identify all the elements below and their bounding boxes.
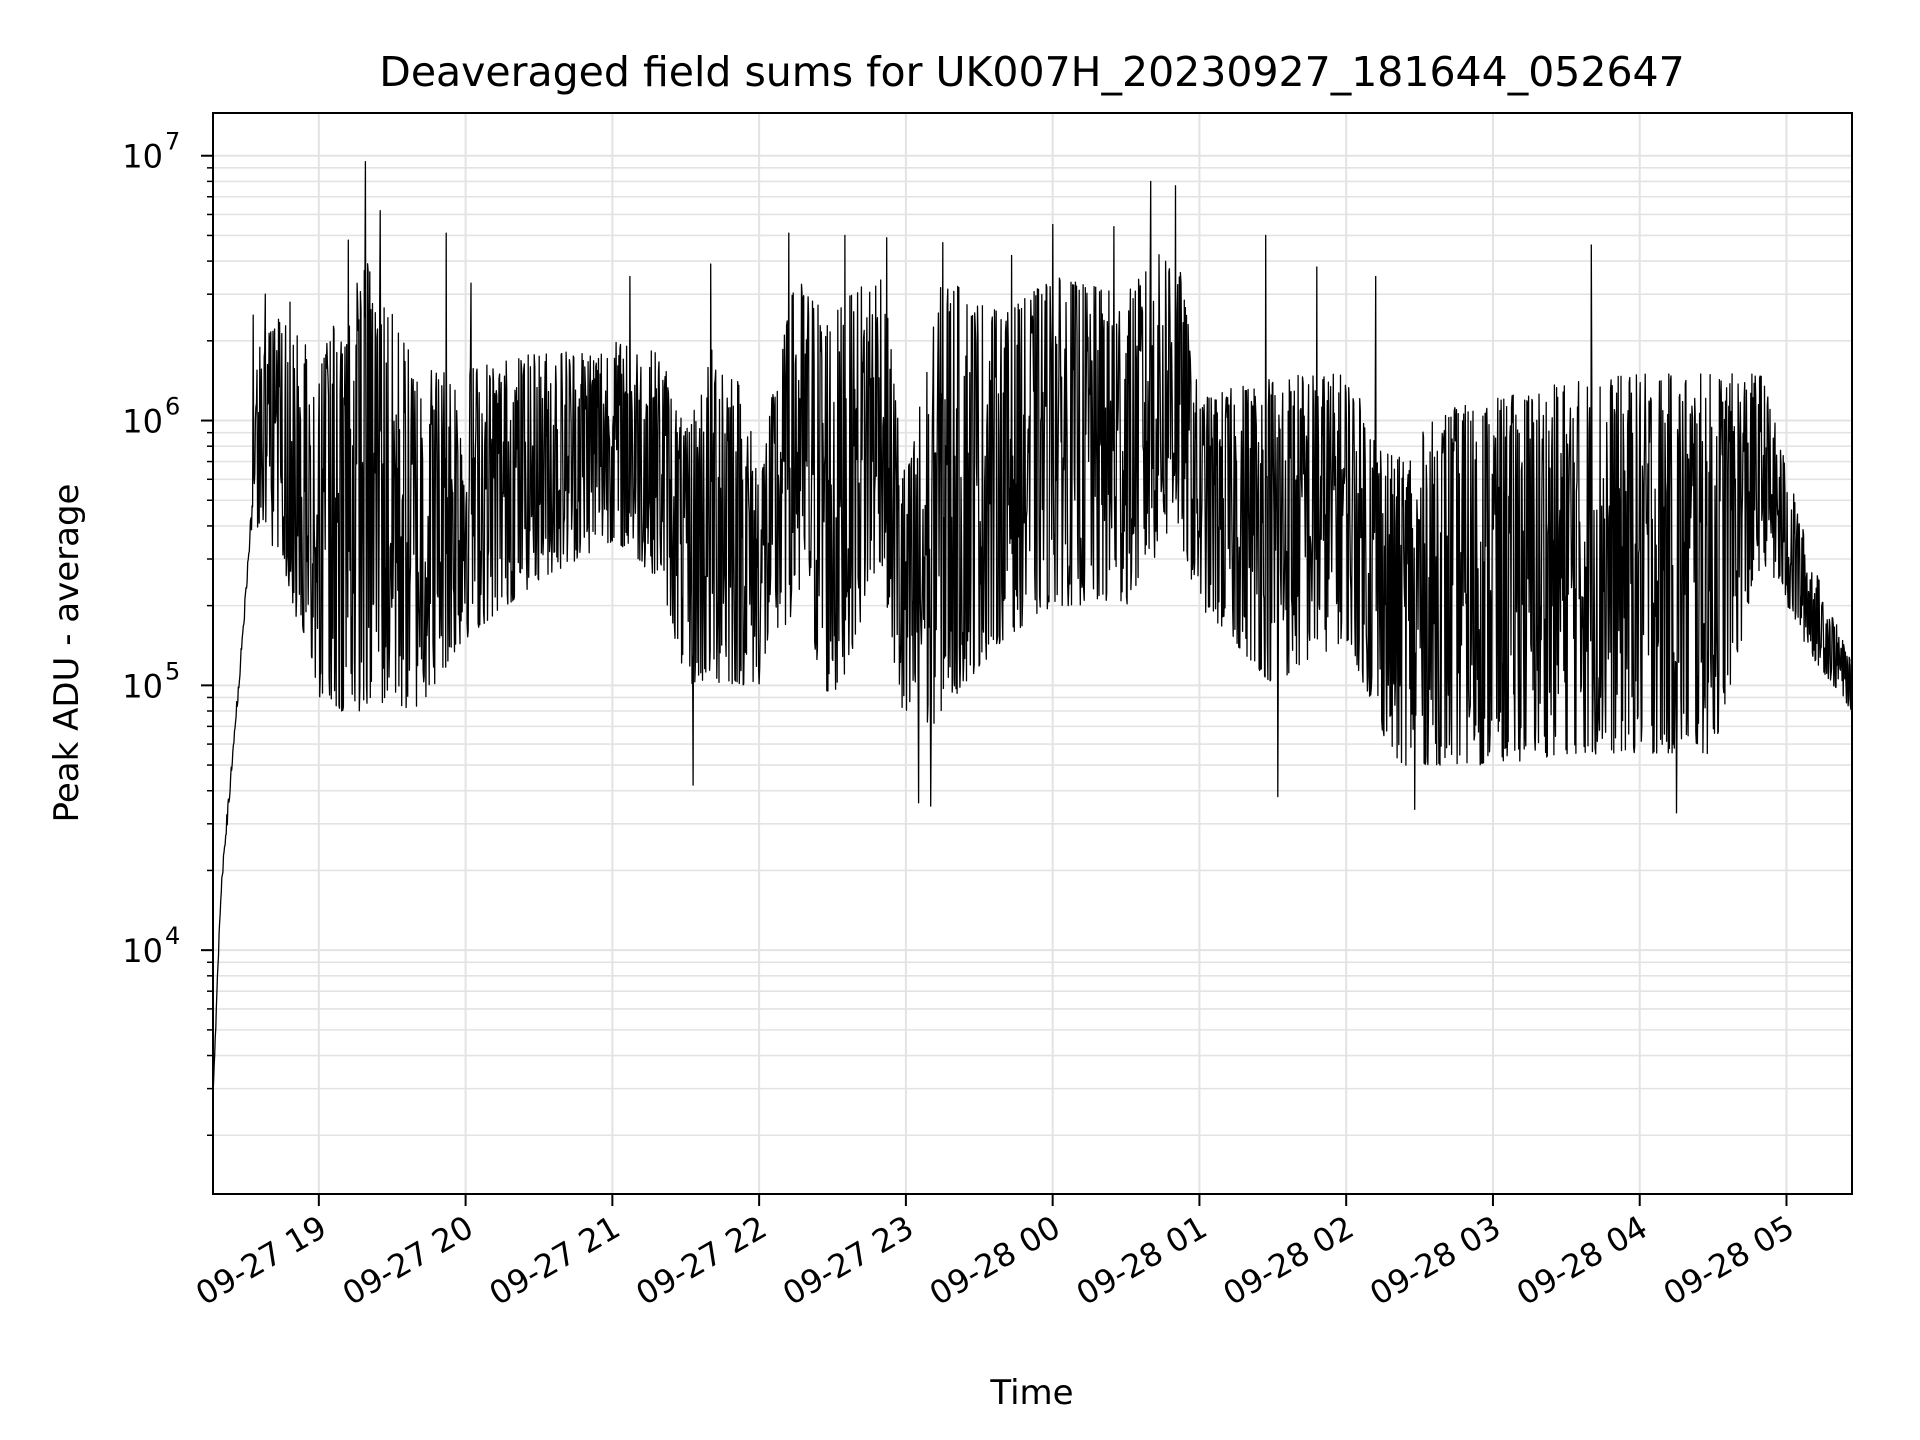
- series-line: [213, 160, 1852, 1095]
- y-tick-exponent: 5: [165, 657, 180, 685]
- y-axis-label: Peak ADU - average: [47, 484, 87, 823]
- y-tick-label: 10: [122, 932, 163, 970]
- x-axis-label: Time: [989, 1373, 1073, 1413]
- series-trace: [213, 160, 1852, 1095]
- y-tick-exponent: 7: [165, 128, 180, 156]
- chart-title: Deaveraged field sums for UK007H_2023092…: [379, 48, 1684, 96]
- plot-frame: [212, 112, 1853, 1195]
- y-tick-label: 10: [122, 138, 163, 176]
- y-tick-label: 10: [122, 403, 163, 441]
- y-tick-label: 10: [122, 667, 163, 705]
- y-tick-exponent: 4: [165, 922, 180, 950]
- y-tick-exponent: 6: [165, 393, 180, 421]
